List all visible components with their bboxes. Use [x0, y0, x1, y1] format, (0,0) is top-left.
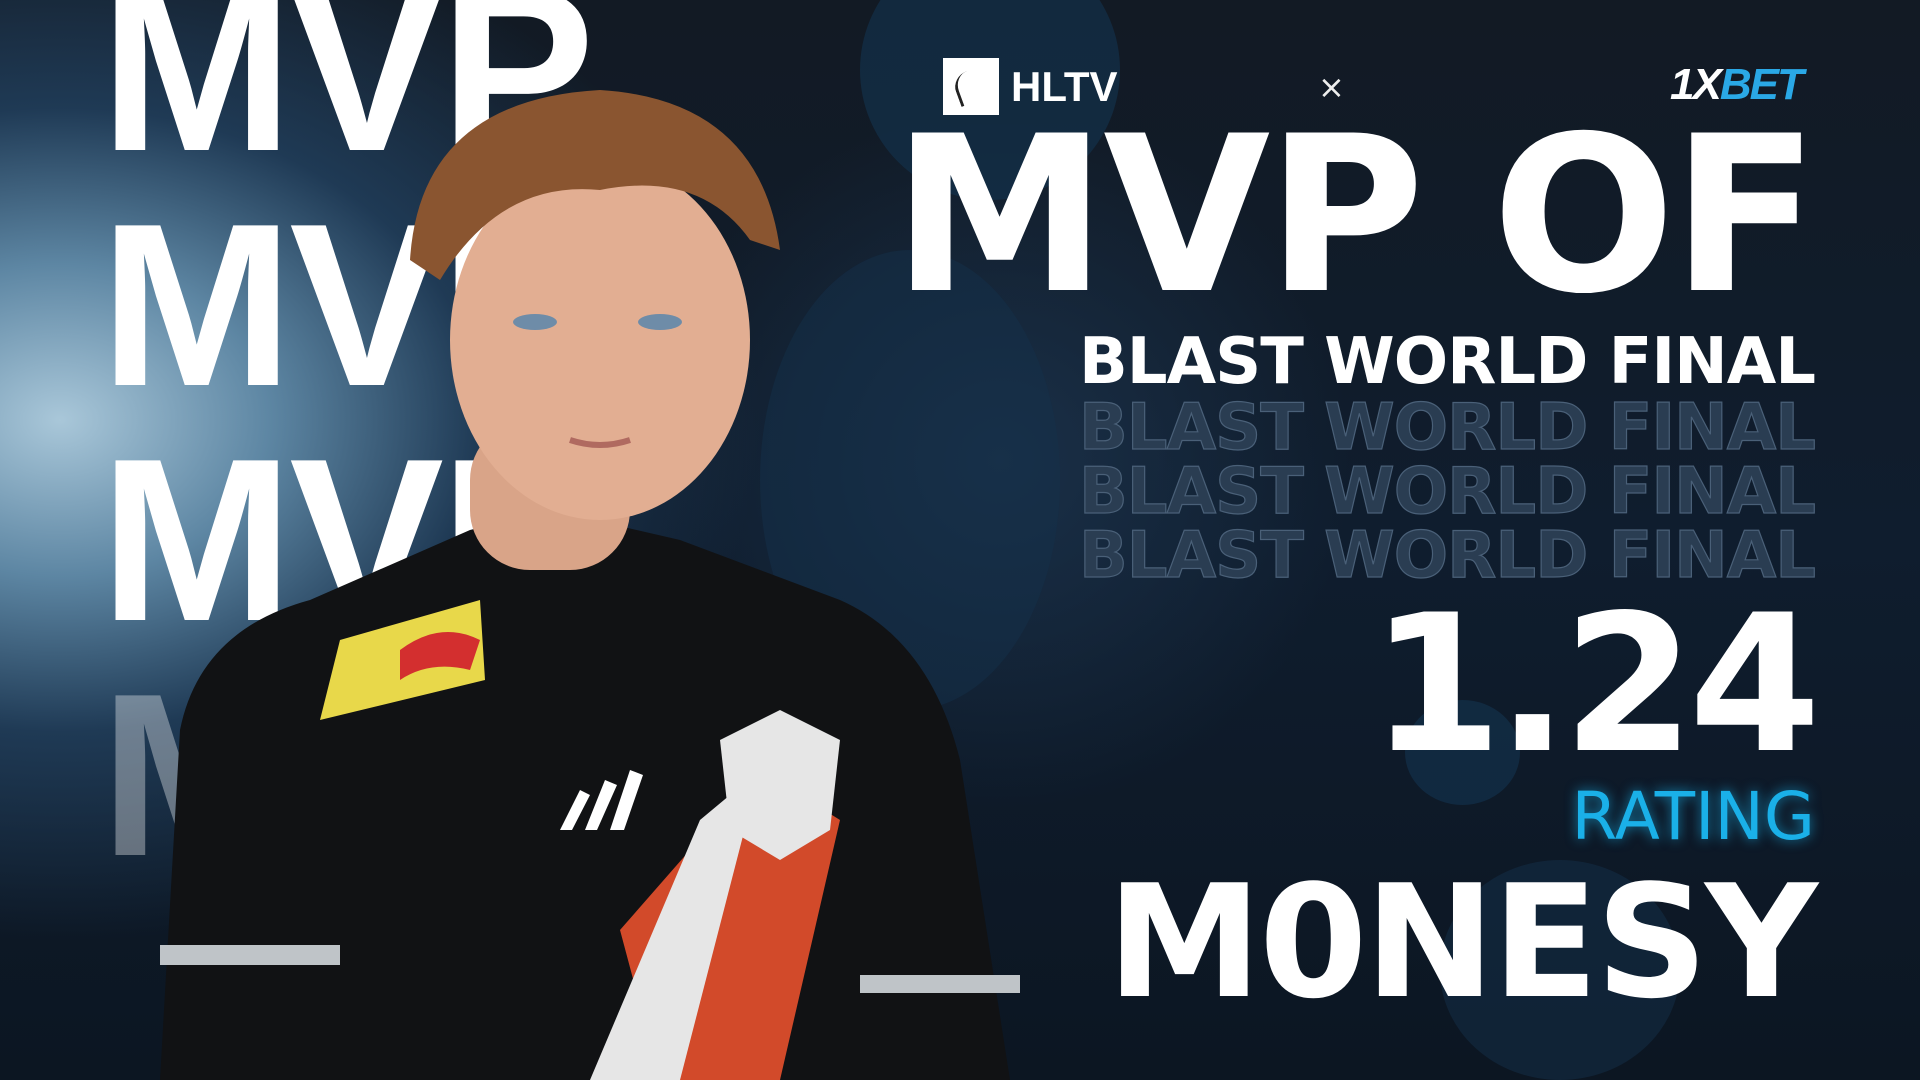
g2-logo — [720, 710, 840, 860]
sponsor-logo-suffix: BET — [1719, 60, 1804, 109]
event-name-echo: BLAST WORLD FINAL — [1078, 519, 1816, 593]
bg-circle — [1405, 700, 1520, 805]
title: MVP OF — [892, 90, 1819, 341]
event-name-echo: BLAST WORLD FINAL — [1078, 391, 1816, 465]
hltv-logo-text: HLTV — [1011, 62, 1118, 110]
hltv-logo: HLTV — [943, 58, 1118, 115]
rating-value: 1.24 — [1370, 574, 1821, 795]
player-photo — [160, 90, 1020, 1080]
event-name: BLAST WORLD FINAL — [1079, 325, 1816, 399]
player-name: M0NESY — [1106, 851, 1818, 1033]
rating-label: RATING — [1571, 778, 1815, 855]
bg-circle — [1440, 860, 1680, 1080]
sponsor-logo-1xbet: 1XBET — [1670, 60, 1804, 110]
adidas-logo — [560, 770, 643, 830]
collab-separator-icon: × — [1318, 68, 1345, 106]
event-name-echo: BLAST WORLD FINAL — [1078, 455, 1816, 529]
hltv-logo-icon — [943, 58, 999, 115]
sponsor-logo-prefix: 1X — [1670, 60, 1722, 109]
